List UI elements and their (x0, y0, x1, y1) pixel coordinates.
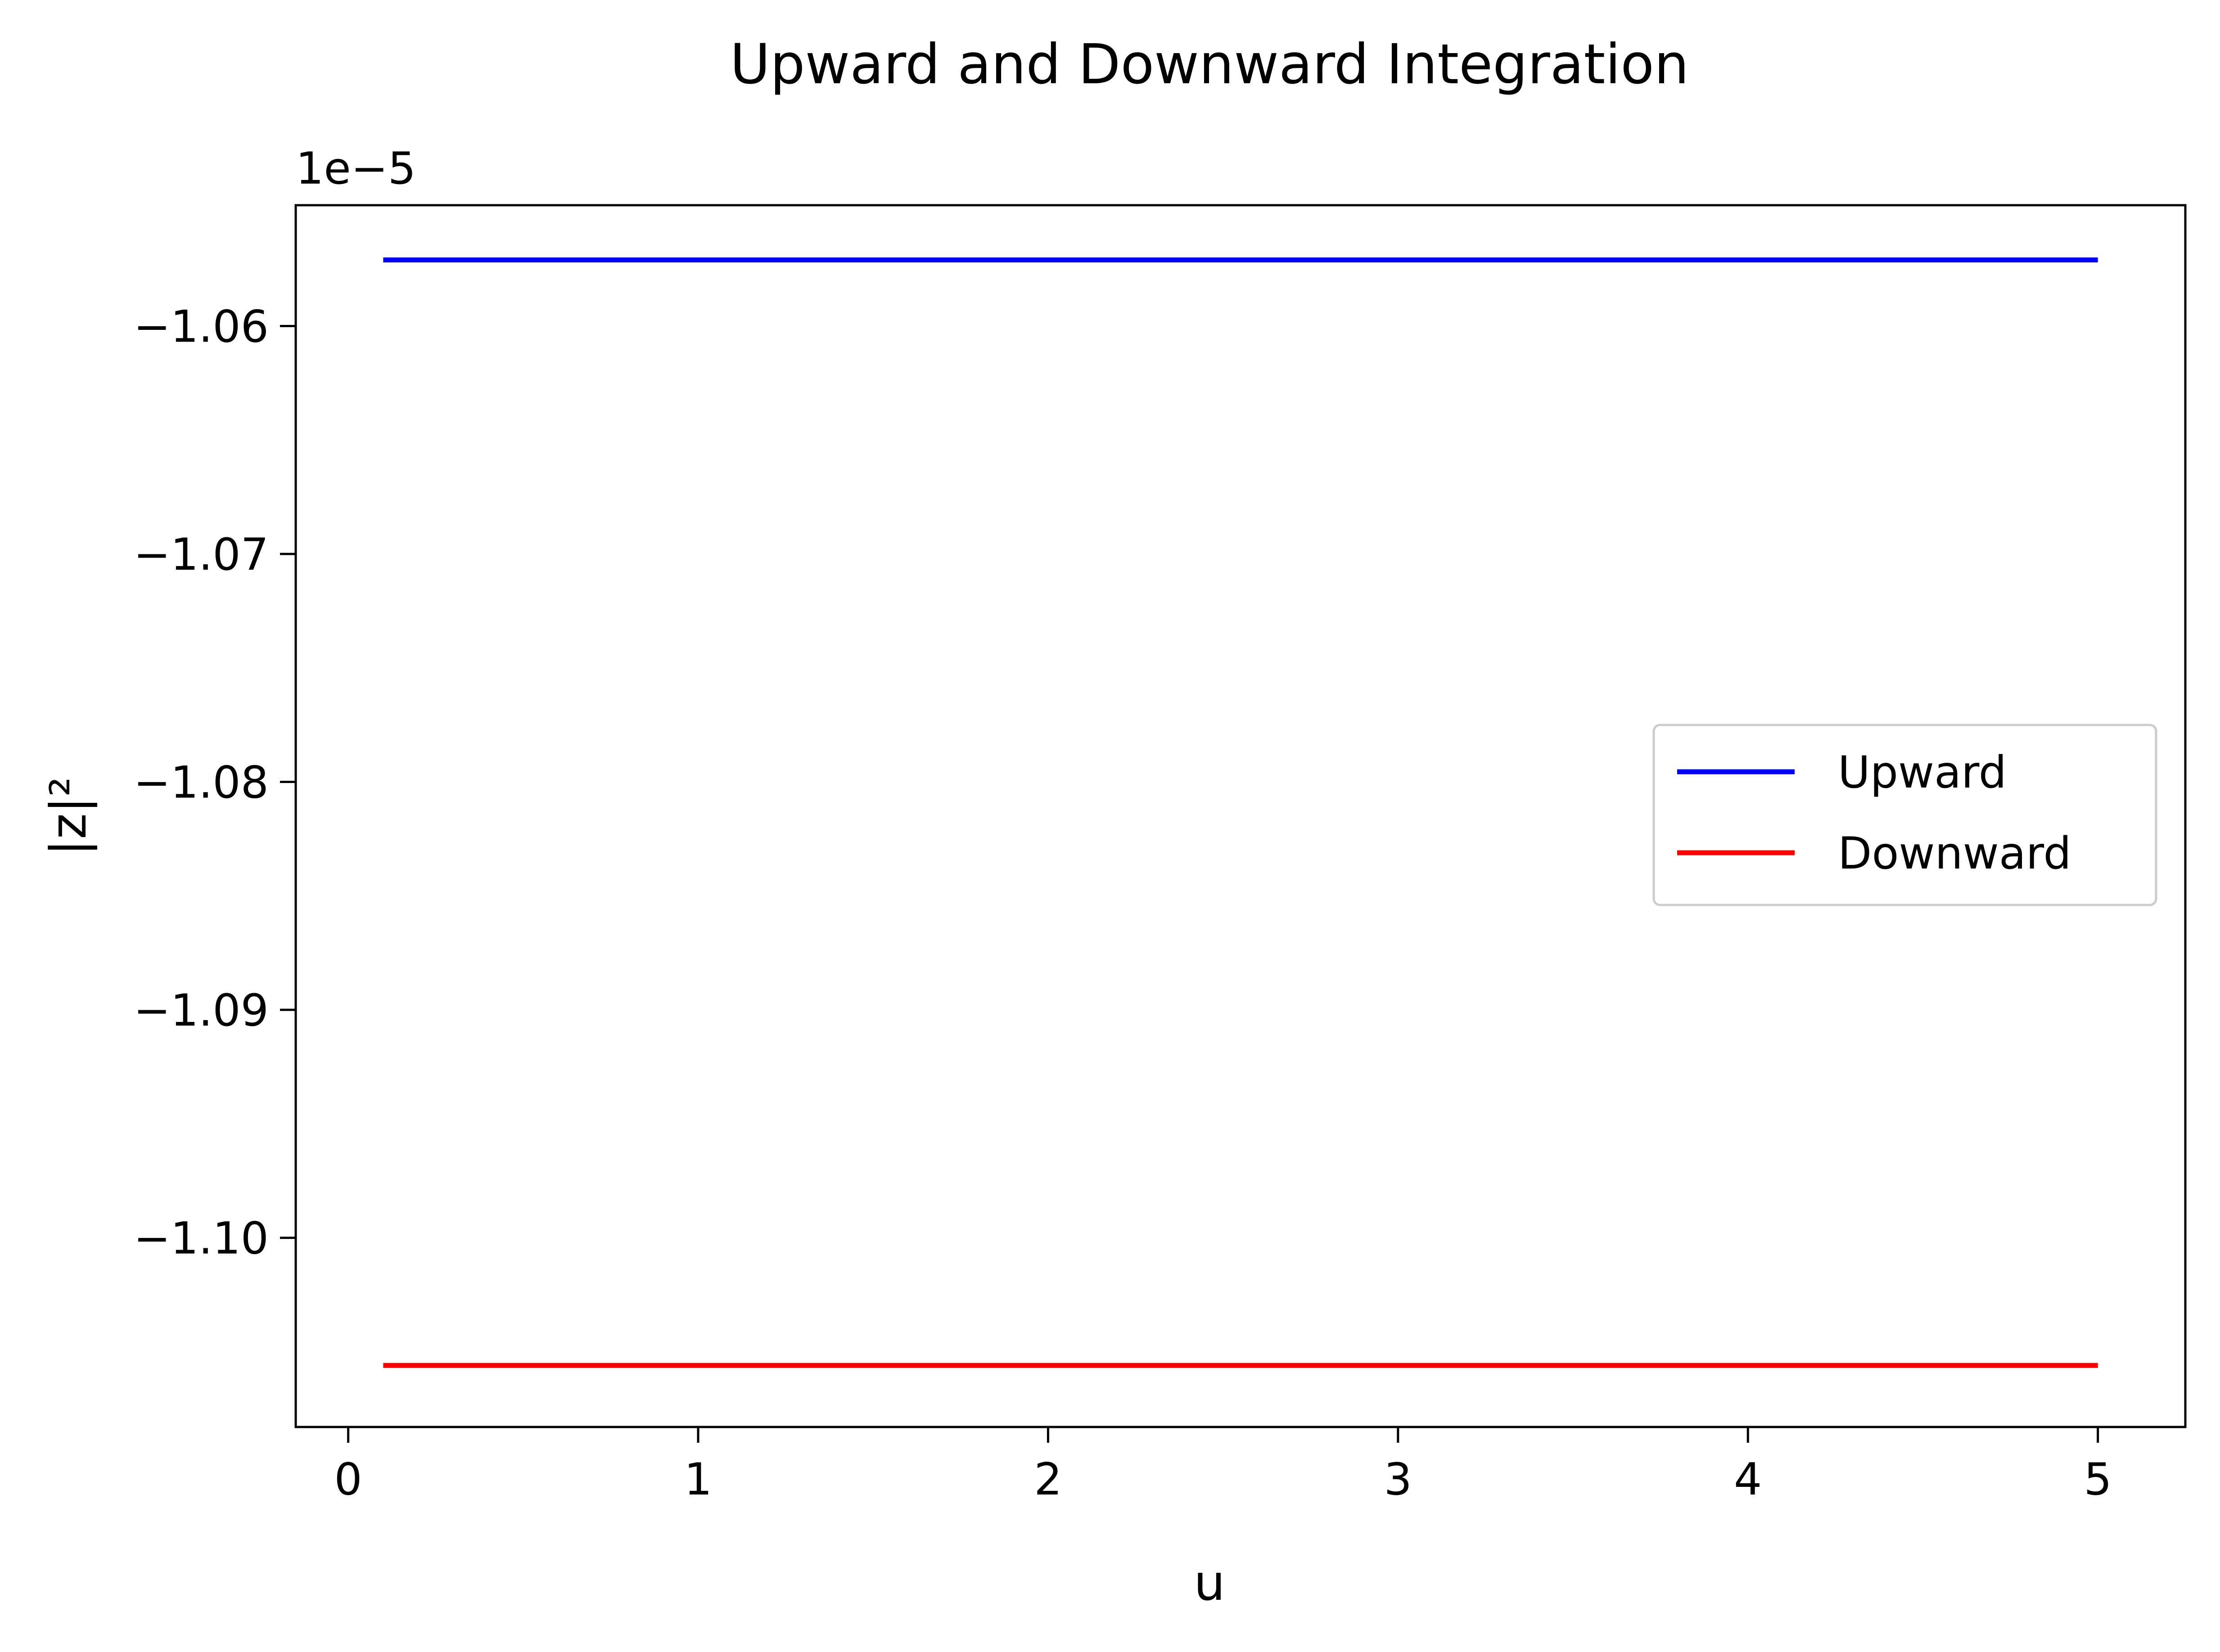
chart-title: Upward and Downward Integration (730, 32, 1689, 96)
legend-label-downward: Downward (1838, 828, 2071, 879)
x-axis-label: u (1194, 1554, 1225, 1611)
legend-label-upward: Upward (1838, 747, 2007, 798)
x-tick-label: 2 (1034, 1454, 1062, 1505)
plot-area: 0 1 2 3 4 5 −1.06 −1.07 −1.08 −1.09 −1.10 (134, 204, 2187, 1505)
y-tick-label: −1.08 (134, 757, 269, 809)
x-tick-label: 1 (684, 1454, 712, 1505)
y-tick-label: −1.09 (134, 985, 269, 1036)
legend: Upward Downward (1652, 724, 2157, 906)
y-offset-label: 1e−5 (296, 143, 416, 194)
x-tick-label: 3 (1384, 1454, 1412, 1505)
y-tick-label: −1.10 (134, 1213, 269, 1265)
y-axis-label: |z|² (40, 777, 98, 856)
axes-frame (294, 204, 2187, 1428)
y-tick-label: −1.06 (134, 301, 269, 352)
x-tick-label: 0 (334, 1454, 362, 1505)
y-tick-label: −1.07 (134, 529, 269, 581)
x-tick-label: 5 (2084, 1454, 2112, 1505)
x-tick-label: 4 (1734, 1454, 1762, 1505)
